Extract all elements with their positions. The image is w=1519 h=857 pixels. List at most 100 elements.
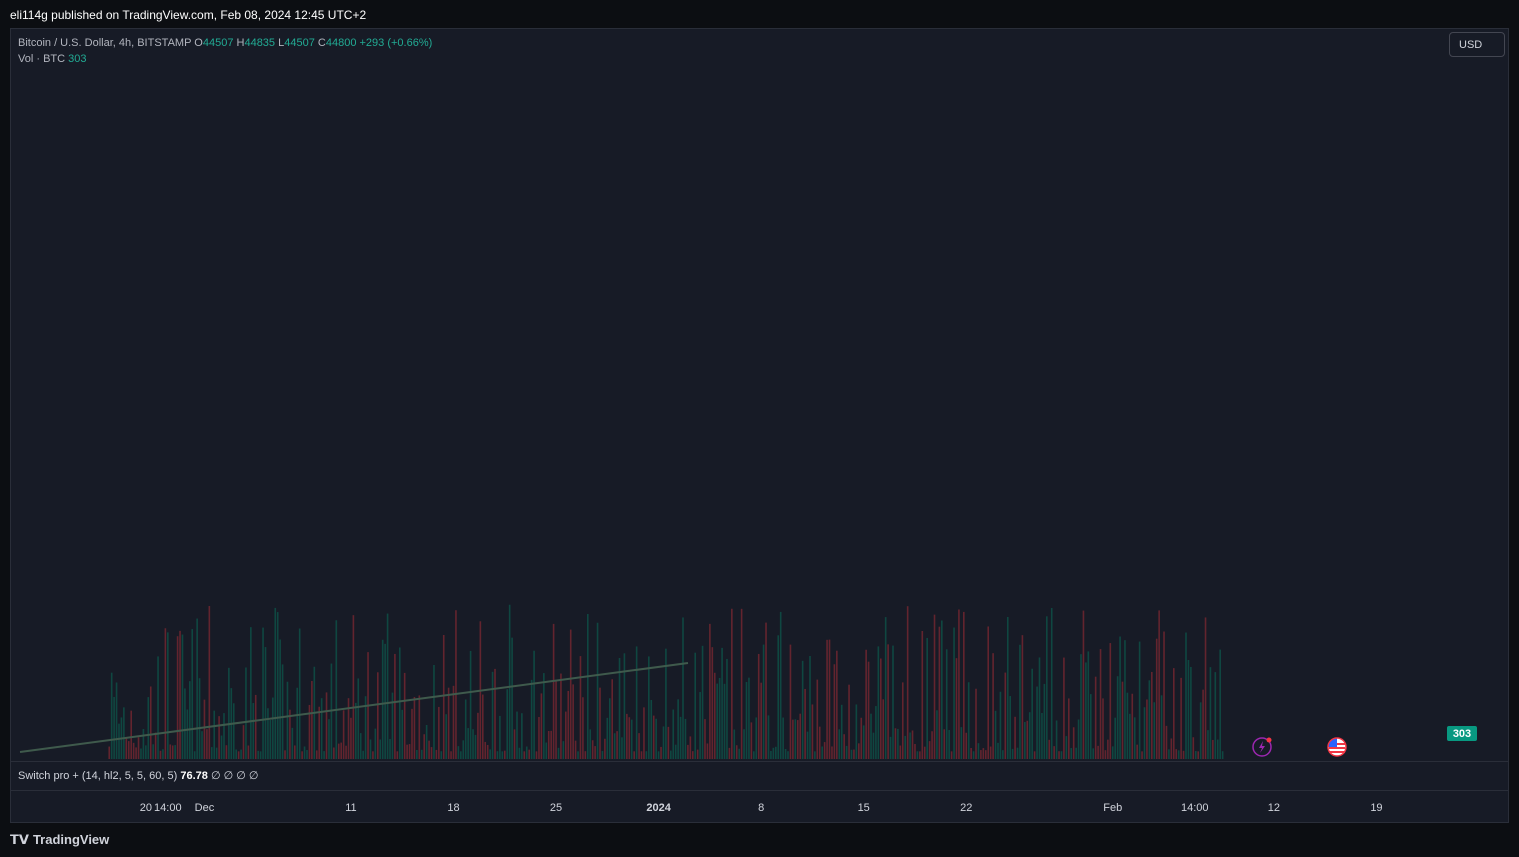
- volume-bar: [149, 686, 152, 759]
- volume-bar: [1004, 672, 1007, 759]
- volume-bar: [433, 664, 435, 759]
- volume-bar: [555, 681, 557, 759]
- volume-bar: [770, 750, 772, 759]
- legend-close-value: 44800: [325, 37, 357, 49]
- volume-bar: [237, 751, 240, 759]
- volume-bar: [220, 735, 223, 759]
- volume-bar: [1041, 712, 1043, 759]
- volume-bar: [420, 749, 423, 759]
- volume-bar: [728, 747, 731, 759]
- volume-bar: [303, 746, 306, 759]
- volume-bar: [398, 647, 401, 759]
- volume-bar: [1192, 737, 1195, 759]
- volume-bar: [1187, 659, 1190, 759]
- volume-bar: [1221, 751, 1224, 759]
- volume-bar: [386, 613, 389, 759]
- volume-bar: [806, 731, 809, 759]
- volume-bar: [438, 706, 440, 759]
- volume-bar: [899, 745, 902, 759]
- volume-bar: [333, 747, 335, 759]
- volume-bar: [960, 727, 963, 759]
- tradingview-logo[interactable]: 𝗧𝗩 TradingView: [10, 832, 109, 848]
- volume-bar: [750, 722, 753, 759]
- volume-bar: [428, 740, 430, 759]
- volume-bar: [828, 639, 831, 759]
- volume-bar: [364, 696, 367, 759]
- volume-bar: [455, 610, 457, 759]
- volume-bar: [716, 683, 718, 759]
- volume-bar: [425, 724, 428, 759]
- volume-bar: [701, 645, 704, 759]
- time-tick: Dec: [195, 802, 215, 814]
- volume-bar: [213, 710, 216, 759]
- volume-bar: [1190, 666, 1192, 759]
- volume-bar: [1080, 654, 1082, 759]
- volume-bar: [538, 717, 540, 759]
- volume-bar: [1219, 649, 1221, 759]
- volume-bar: [1175, 749, 1178, 759]
- volume-bar: [301, 751, 303, 759]
- volume-bar: [508, 604, 511, 759]
- volume-bar: [1199, 702, 1202, 759]
- volume-bar: [823, 742, 826, 759]
- volume-bar: [1177, 750, 1180, 759]
- volume-bar: [679, 716, 682, 759]
- volume-bar: [735, 745, 738, 759]
- volume-bar: [1085, 662, 1087, 759]
- volume-bar: [1172, 668, 1175, 759]
- time-tick: 20: [140, 802, 152, 814]
- volume-bar: [408, 744, 411, 759]
- alert-icon[interactable]: [1252, 737, 1272, 757]
- volume-bar: [1146, 699, 1148, 759]
- legend-close-label: C: [317, 37, 326, 49]
- indicator-legend[interactable]: Switch pro + (14, hl2, 5, 5, 60, 5) 76.7…: [18, 769, 258, 782]
- volume-bar: [157, 656, 159, 759]
- volume-bar: [711, 647, 714, 759]
- volume-bar: [279, 639, 281, 759]
- volume-bar: [994, 710, 997, 759]
- volume-bar: [782, 717, 784, 759]
- volume-bar: [516, 711, 518, 759]
- volume-bar: [123, 707, 125, 759]
- us-flag-icon[interactable]: [1327, 737, 1347, 757]
- volume-bar: [740, 608, 743, 759]
- volume-bar: [1170, 738, 1173, 759]
- volume-bar: [1133, 717, 1136, 759]
- volume-bar: [289, 709, 291, 759]
- volume-bar: [298, 628, 301, 759]
- volume-bar: [674, 744, 677, 759]
- volume-bar: [872, 732, 875, 759]
- volume-bar: [1121, 681, 1124, 759]
- volume-bar: [1160, 695, 1163, 759]
- volume-bar: [836, 650, 838, 759]
- volume-bar: [926, 637, 928, 759]
- volume-bar: [394, 653, 396, 759]
- volume-bar: [1094, 676, 1097, 759]
- pane-separator[interactable]: [11, 761, 1508, 762]
- volume-bar: [718, 677, 721, 759]
- volume-bar: [179, 630, 181, 759]
- volume-bar: [535, 751, 538, 759]
- volume-bar: [1116, 676, 1119, 759]
- volume-bar: [997, 742, 999, 759]
- volume-bar: [1197, 751, 1200, 759]
- volume-bar: [523, 751, 526, 759]
- volume-bar: [113, 696, 115, 759]
- volume-bar: [235, 749, 237, 759]
- volume-bar: [1016, 747, 1019, 759]
- volume-bar: [665, 648, 667, 759]
- volume-bar: [340, 742, 342, 759]
- volume-bar: [687, 744, 689, 759]
- volume-bar: [496, 751, 499, 759]
- volume-bar: [574, 740, 577, 759]
- volume-bar: [308, 704, 311, 759]
- volume-bar: [140, 748, 142, 759]
- volume-bar: [1214, 672, 1217, 759]
- currency-button[interactable]: USD: [1449, 32, 1505, 57]
- volume-bar: [1141, 751, 1143, 759]
- volume-bar: [176, 636, 179, 759]
- volume-bar: [1207, 730, 1209, 759]
- volume-bar: [818, 726, 821, 759]
- volume-bar: [887, 644, 889, 759]
